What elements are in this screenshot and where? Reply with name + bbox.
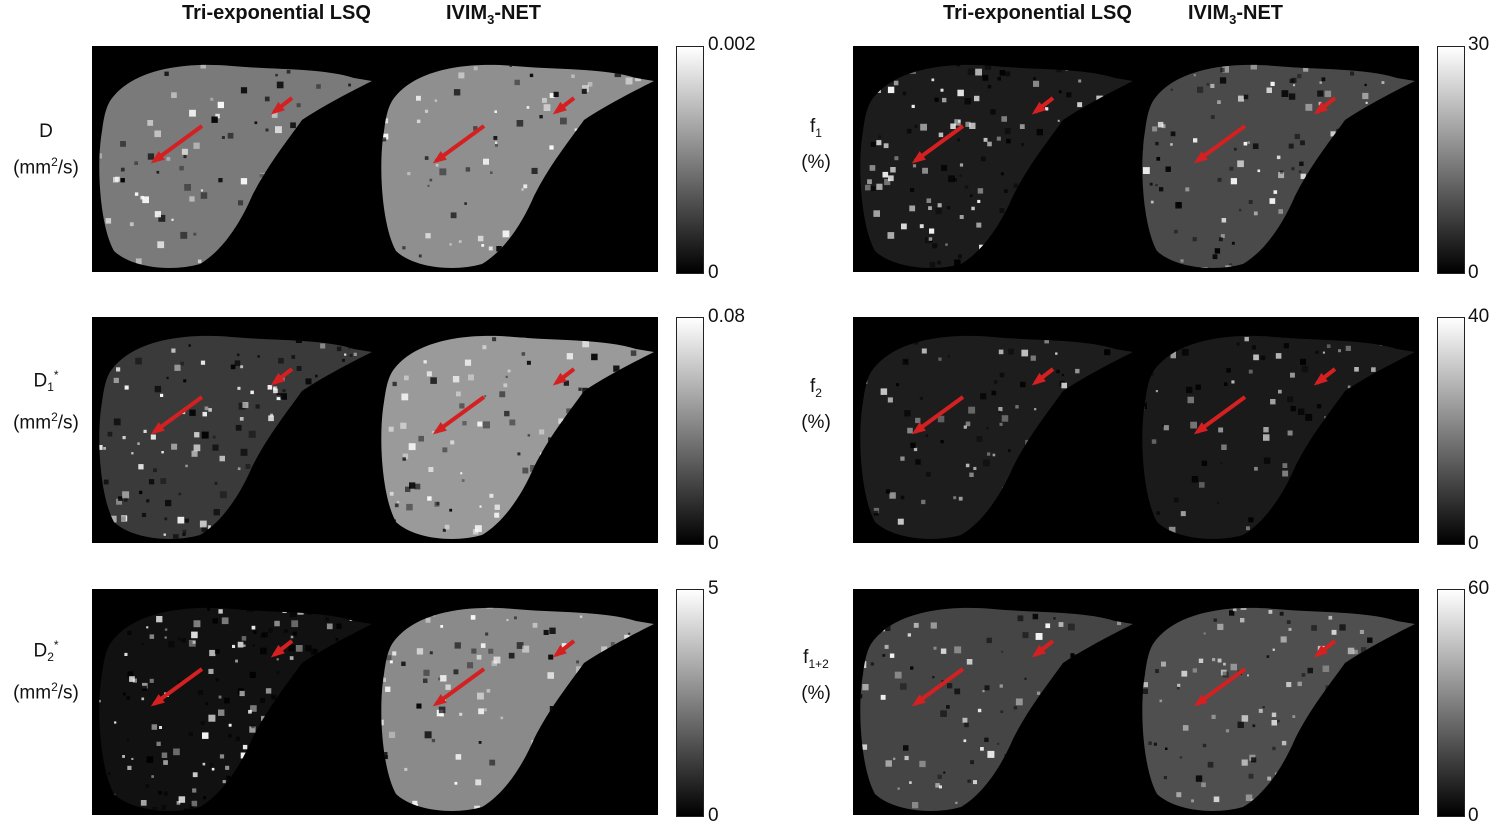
- map-panel-d2-lsq: [92, 589, 376, 815]
- row-label-f1: f1 (%): [801, 116, 831, 173]
- red-arrow-1: [913, 395, 965, 434]
- red-arrow-1: [434, 124, 486, 163]
- colorbar-f12-min: 0: [1468, 805, 1479, 826]
- colorbar-d2-star: [676, 589, 704, 817]
- map-panel-f2-net: [1135, 317, 1419, 543]
- red-arrow-head-2: [1313, 101, 1328, 115]
- header-lsq-left: Tri-exponential LSQ: [182, 2, 371, 24]
- map-panel-f1-net: [1135, 46, 1419, 272]
- colorbar-d2-max: 5: [708, 578, 719, 599]
- liver-region: [1142, 64, 1415, 268]
- red-arrow-head-1: [432, 151, 447, 164]
- colorbar-f1-min: 0: [1468, 262, 1479, 283]
- colorbar-d: [676, 46, 704, 274]
- header-net-right: IVIM3-NET: [1188, 2, 1284, 27]
- red-arrow-1: [152, 667, 204, 706]
- header-lsq-right: Tri-exponential LSQ: [943, 2, 1132, 24]
- map-panel-d1-net: [374, 317, 658, 543]
- liver-region: [381, 607, 654, 811]
- red-arrow-head-2: [1031, 372, 1046, 386]
- map-panel-f1-lsq: [853, 46, 1137, 272]
- colorbar-f2-min: 0: [1468, 533, 1479, 554]
- red-arrow-1: [913, 124, 965, 163]
- red-arrow-1: [434, 395, 486, 434]
- map-panel-d-net: [374, 46, 658, 272]
- liver-region: [99, 607, 373, 811]
- colorbar-f2-max: 40: [1468, 306, 1490, 327]
- colorbar-d1-min: 0: [708, 533, 719, 554]
- map-panel-d1-lsq: [92, 317, 376, 543]
- colorbar-d-max: 0.002: [708, 34, 756, 55]
- red-arrow-head-2: [552, 372, 567, 386]
- red-arrow-1: [1195, 124, 1247, 163]
- colorbar-d-min: 0: [708, 262, 719, 283]
- row-label-d2-star: D2* (mm2/s): [13, 638, 79, 704]
- red-arrow-head-2: [552, 101, 567, 115]
- colorbar-f1: [1437, 46, 1465, 274]
- red-arrow-1: [913, 667, 965, 706]
- red-arrow-head-2: [1031, 644, 1046, 658]
- red-arrow-head-1: [1193, 151, 1208, 164]
- red-arrow-head-2: [552, 644, 567, 658]
- colorbar-f2: [1437, 317, 1465, 545]
- liver-region: [99, 335, 373, 539]
- red-arrow-head-1: [150, 694, 165, 707]
- row-label-d: D (mm2/s): [13, 121, 79, 179]
- red-arrow-head-1: [150, 151, 165, 164]
- red-arrow-1: [434, 667, 486, 706]
- header-net-left: IVIM3-NET: [446, 2, 542, 27]
- colorbar-f1-plus-2: [1437, 589, 1465, 817]
- liver-region: [860, 64, 1133, 268]
- map-panel-f12-lsq: [853, 589, 1137, 815]
- map-panel-f12-net: [1135, 589, 1419, 815]
- colorbar-d2-min: 0: [708, 805, 719, 826]
- red-arrow-head-2: [1313, 644, 1328, 658]
- red-arrow-1: [152, 124, 204, 163]
- colorbar-f1-max: 30: [1468, 34, 1490, 55]
- liver-region: [860, 607, 1133, 811]
- liver-region: [1142, 607, 1415, 811]
- colorbar-f12-max: 60: [1468, 578, 1490, 599]
- liver-region: [99, 64, 373, 268]
- red-arrow-head-1: [432, 422, 447, 435]
- red-arrow-head-1: [432, 694, 447, 707]
- colorbar-d1-star: [676, 317, 704, 545]
- red-arrow-head-2: [270, 644, 285, 658]
- red-arrow-head-1: [150, 422, 165, 435]
- red-arrow-1: [1195, 395, 1247, 434]
- map-panel-f2-lsq: [853, 317, 1137, 543]
- map-panel-d2-net: [374, 589, 658, 815]
- red-arrow-head-2: [1031, 101, 1046, 115]
- liver-region: [860, 335, 1133, 539]
- liver-region: [381, 64, 654, 268]
- red-arrow-head-1: [911, 694, 926, 707]
- red-arrow-1: [152, 395, 204, 434]
- colorbar-d1-max: 0.08: [708, 306, 745, 327]
- row-label-f1-plus-2: f1+2 (%): [801, 647, 831, 704]
- row-label-d1-star: D1* (mm2/s): [13, 368, 79, 434]
- liver-region: [381, 335, 654, 539]
- row-label-f2: f2 (%): [801, 376, 831, 433]
- liver-region: [1142, 335, 1415, 539]
- red-arrow-1: [1195, 667, 1247, 706]
- red-arrow-head-1: [1193, 694, 1208, 707]
- red-arrow-head-2: [270, 372, 285, 386]
- red-arrow-head-2: [1313, 372, 1328, 386]
- red-arrow-head-2: [270, 101, 285, 115]
- red-arrow-head-1: [911, 422, 926, 435]
- red-arrow-head-1: [1193, 422, 1208, 435]
- map-panel-d-lsq: [92, 46, 376, 272]
- red-arrow-head-1: [911, 151, 926, 164]
